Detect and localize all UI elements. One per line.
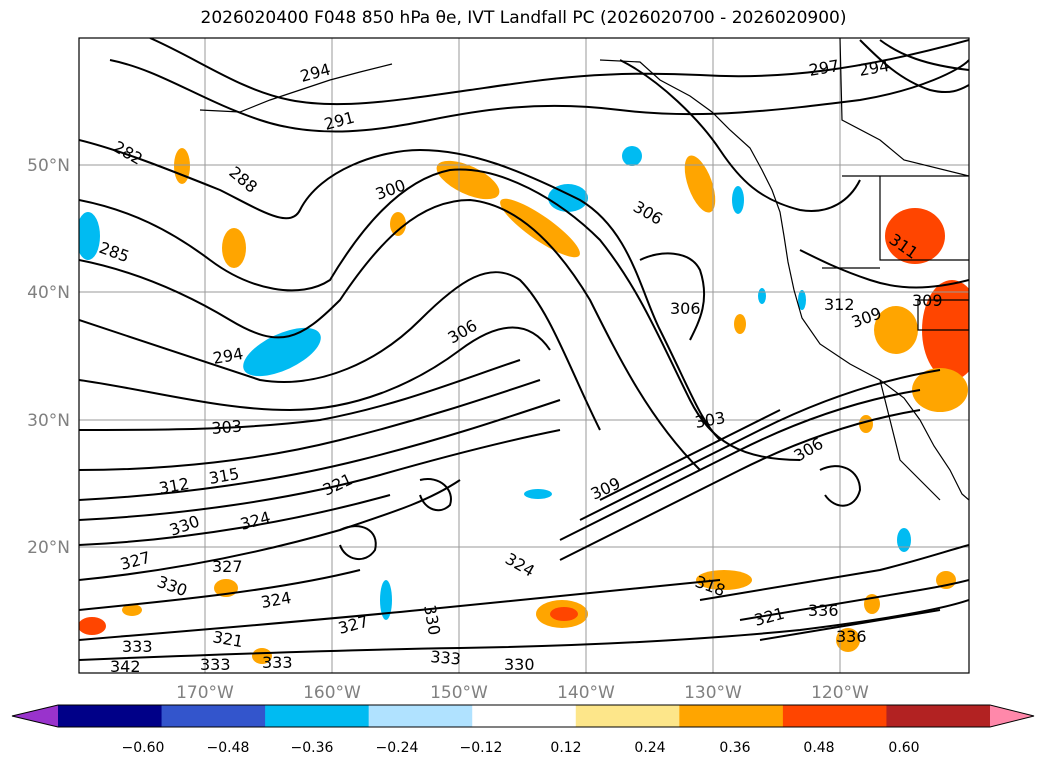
colorbar-segment [161,705,266,727]
shade-patch [885,208,945,264]
colorbar: −0.60 −0.48 −0.36 −0.24 −0.12 0.12 0.24 … [11,704,1035,756]
colorbar-extend-high [990,705,1034,727]
map-panel [79,38,969,673]
lat-label: 30°N [27,411,70,431]
shade-patch [684,155,716,213]
colorbar-tick-label: 0.12 [550,740,581,756]
contour-label: 333 [122,637,153,656]
lon-label: 160°W [303,683,361,703]
shade-patch [696,570,752,590]
lon-label: 170°W [176,683,234,703]
lon-label: 140°W [557,683,615,703]
shade-patch [380,580,392,620]
shade-patch [758,288,766,304]
colorbar-tick-label: −0.48 [207,740,250,756]
map-title: 2026020400 F048 850 hPa θe, IVT Landfall… [200,8,847,28]
colorbar-segment [265,705,370,727]
colorbar-segment [368,705,473,727]
colorbar-tick-label: −0.36 [291,740,334,756]
contour-label: 333 [430,647,462,669]
contour-label: 333 [200,655,231,674]
shade-patch [390,212,406,236]
shade-patch [243,327,321,377]
lon-label: 150°W [430,683,488,703]
map-border [78,37,970,674]
shade-patch [874,306,918,354]
contour-label: 336 [836,627,867,646]
colorbar-tick-label: 0.48 [803,740,834,756]
shade-patch [732,186,744,214]
shade-patch [836,628,860,652]
colorbar-tick-label: −0.24 [376,740,419,756]
contour-label: 327 [212,557,243,576]
contour-label: 309 [912,291,943,310]
colorbar-extend-low [12,705,58,727]
lat-label: 20°N [27,538,70,558]
shade-patch [79,212,100,260]
colorbar-tick-label: 0.24 [634,740,665,756]
lon-label: 130°W [684,683,742,703]
shade-patch [79,617,106,635]
colorbar-segment [886,705,991,727]
contour-label: 342 [110,657,141,676]
contour-label: 336 [808,601,839,620]
shade-patch [798,290,806,310]
lat-axis: 50°N 40°N 30°N 20°N [27,156,70,558]
contour-label: 306 [670,299,701,318]
colorbar-tick-label: 0.60 [888,740,919,756]
shade-patch [524,489,552,499]
shade-patch [500,198,580,258]
shade-patch [912,368,968,412]
colorbar-segment [575,705,680,727]
contour-label: 303 [211,416,243,438]
contour-label: 312 [824,295,855,314]
colorbar-tick-label: 0.36 [719,740,750,756]
shade-patch [174,148,190,184]
lat-label: 50°N [27,156,70,176]
shade-patch [550,607,578,621]
colorbar-segment [58,705,163,727]
shade-patch [734,314,746,334]
shade-patch [897,528,911,552]
lon-axis: 170°W 160°W 150°W 140°W 130°W 120°W [176,683,869,703]
shade-patch [122,604,142,616]
theta-e-contours [79,38,969,661]
coastline [199,38,969,501]
shade-patch [222,228,246,268]
contour-label: 333 [262,653,293,672]
colorbar-segment [679,705,784,727]
lon-label: 120°W [811,683,869,703]
graticule [79,38,969,673]
lat-label: 40°N [27,283,70,303]
colorbar-tick-label: −0.12 [460,740,503,756]
colorbar-segment [782,705,887,727]
colorbar-outline [11,704,1035,728]
shade-patch [622,146,642,166]
contour-label: 330 [504,655,535,674]
colorbar-segment [472,705,577,727]
colorbar-tick-label: −0.60 [122,740,165,756]
